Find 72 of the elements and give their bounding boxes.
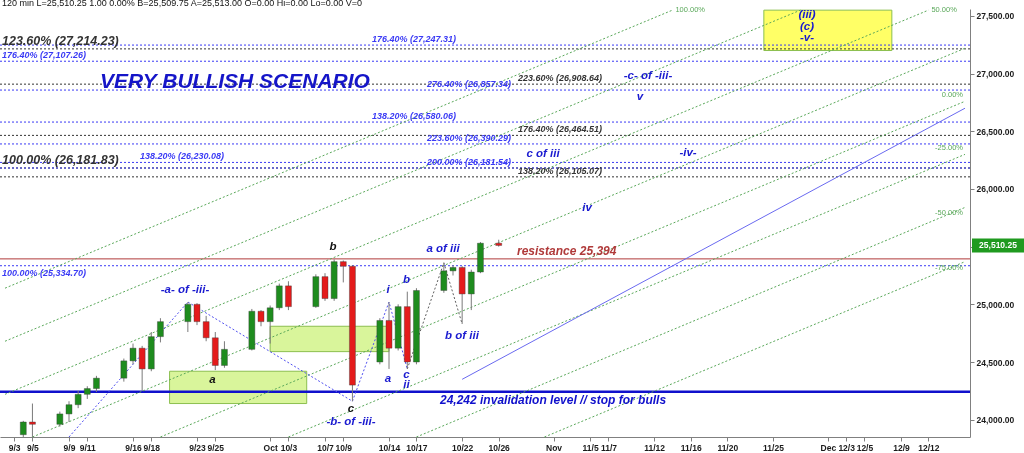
annotation: c <box>403 368 411 380</box>
x-tick-label: Oct <box>263 442 278 453</box>
ref-line-label: 176.40% (27,107.26) <box>2 50 87 61</box>
annotation: iv <box>582 201 593 213</box>
y-tick-label: 24,500.00 <box>976 357 1015 368</box>
ref-line-label: 176.40% (26,464.51) <box>518 124 603 135</box>
x-tick-label: 9/9 <box>63 442 76 453</box>
ref-line-label: 100.00% (26,181.83) <box>2 152 119 167</box>
ref-line-label: 138.20% (26,230.08) <box>140 151 225 162</box>
x-tick-label: 10/9 <box>335 442 353 453</box>
annotation: a of iii <box>426 242 461 254</box>
ref-line-label: 276.40% (26,857.34) <box>426 79 512 90</box>
text: VERY BULLISH SCENARIO <box>100 69 370 92</box>
annotation: c of iii <box>526 147 561 159</box>
ref-line-label: 223.60% (26,390.29) <box>426 132 512 143</box>
x-tick-label: 12/12 <box>918 442 940 453</box>
x-tick-label: 11/20 <box>717 442 739 453</box>
x-tick-label: 10/14 <box>378 442 401 453</box>
annotation: ii <box>403 378 411 390</box>
ref-line-label: 223.60% (26,908.64) <box>517 73 603 84</box>
x-tick-label: 10/17 <box>406 442 428 453</box>
x-tick-label: 12/5 <box>856 442 874 453</box>
x-tick-label: 9/23 <box>189 442 207 453</box>
x-tick-label: 10/26 <box>488 442 511 453</box>
annotation: (c) <box>799 19 815 32</box>
ref-line-label: resistance 25,394 <box>517 243 617 258</box>
ref-line-label: 176.40% (27,247.31) <box>372 34 457 45</box>
ref-line-label: 138.20% (26,105.07) <box>518 165 603 176</box>
annotation: -iv- <box>679 146 697 158</box>
annotation: -a- of -iii- <box>160 283 210 295</box>
annotation: b of iii <box>445 329 480 341</box>
y-tick-label: 27,000.00 <box>976 69 1015 80</box>
annotation: i <box>386 283 391 295</box>
y-tick-label: 26,000.00 <box>976 184 1015 195</box>
x-tick-label: 12/9 <box>893 442 911 453</box>
annotation: v <box>636 90 644 102</box>
x-tick-label: Dec <box>820 442 837 453</box>
text: 25,510.25 <box>979 240 1018 251</box>
x-tick-label: 9/25 <box>207 442 225 453</box>
y-tick-label: 25,000.00 <box>976 299 1015 310</box>
x-tick-label: 11/7 <box>600 442 618 453</box>
x-tick-label: Nov <box>546 442 563 453</box>
x-tick-label: 12/3 <box>838 442 856 453</box>
annotation: -b- of -iii- <box>326 415 376 427</box>
annotation: -c- of -iii- <box>623 69 673 81</box>
y-tick-label: 27,500.00 <box>976 11 1015 22</box>
annotation: a <box>384 372 392 384</box>
ref-line-label: 123.60% (27,214.23) <box>2 33 119 48</box>
y-tick-label: 26,500.00 <box>976 126 1015 137</box>
annotation: b <box>329 240 337 252</box>
ref-line-label: 200.00% (26,181.54) <box>426 157 512 168</box>
x-tick-label: 9/16 <box>125 442 143 453</box>
x-tick-label: 11/25 <box>763 442 785 453</box>
x-tick-label: 11/12 <box>644 442 666 453</box>
ref-line-label: 138.20% (26,580.06) <box>372 111 457 122</box>
annotation: b <box>402 273 411 285</box>
annotation: c <box>347 402 355 414</box>
annotation: a <box>209 373 217 385</box>
ref-line-label: 24,242 invalidation level // stop for bulls <box>439 392 667 407</box>
y-tick-label: 24,000.00 <box>976 415 1015 426</box>
x-tick-label: 9/3 <box>8 442 21 453</box>
x-tick-label: 10/22 <box>452 442 474 453</box>
x-tick-label: 9/11 <box>79 442 97 453</box>
x-tick-label: 10/3 <box>280 442 298 453</box>
x-tick-label: 11/5 <box>582 442 599 453</box>
x-tick-label: 9/18 <box>143 442 161 453</box>
x-tick-label: 11/16 <box>680 442 702 453</box>
ref-line-label: 100.00% (25,334.70) <box>2 267 87 278</box>
annotation: (iii) <box>798 8 816 20</box>
chart-title: 120 min L=25,510.25 1.00 0.00% B=25,509.75 A=25,513.00 O=0.00 Hi=0.00 Lo=0.00 V=0 <box>2 0 363 8</box>
x-tick-label: 10/7 <box>317 442 335 453</box>
x-tick-label: 9/5 <box>27 442 40 453</box>
